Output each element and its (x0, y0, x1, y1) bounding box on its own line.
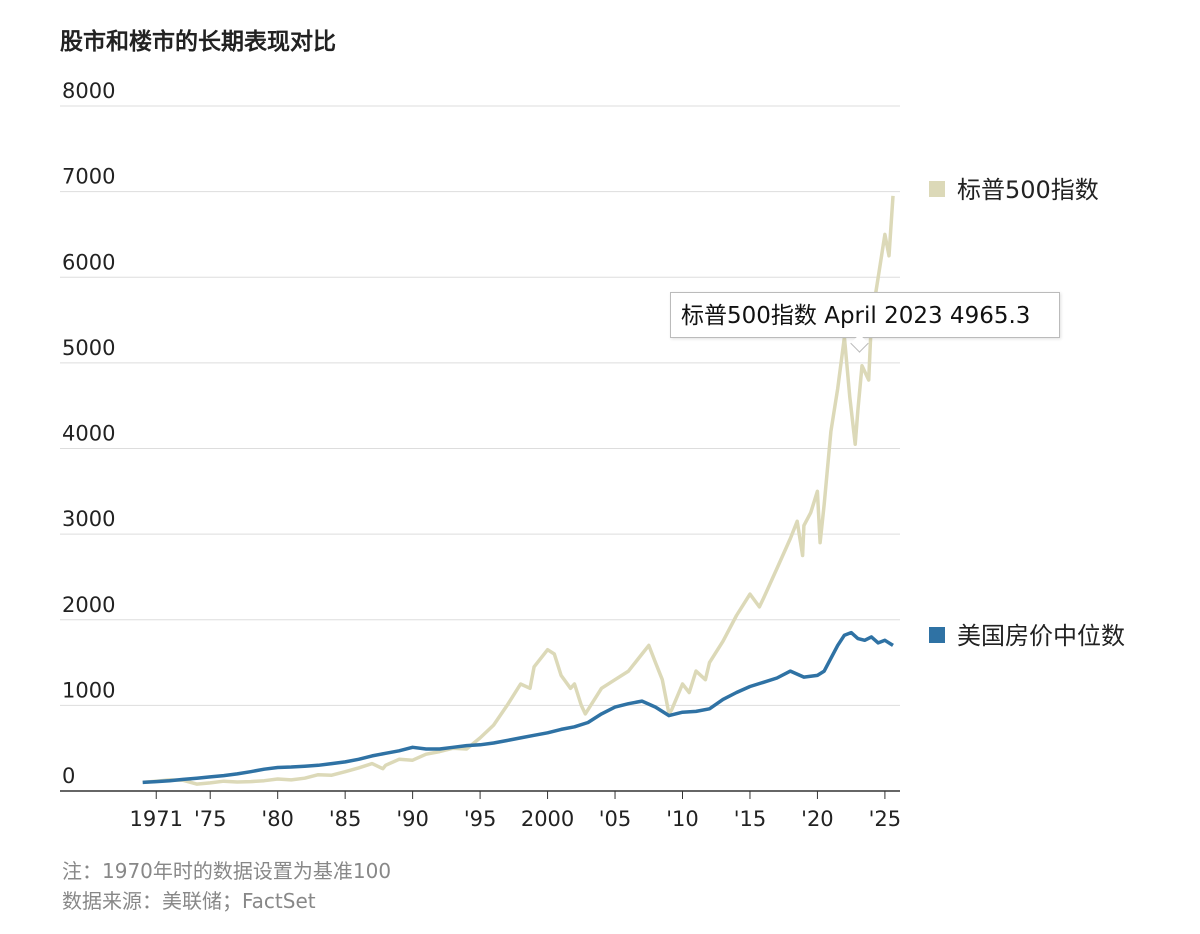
x-tick-label: 2000 (521, 807, 574, 831)
y-tick-label: 1000 (62, 678, 115, 702)
x-tick-label: '15 (734, 807, 767, 831)
y-tick-label: 0 (62, 764, 75, 788)
y-axis-tick-labels: 0 1000 2000 3000 4000 5000 6000 7000 8000 (62, 79, 115, 788)
x-tick-label: '05 (599, 807, 632, 831)
legend-label: 美国房价中位数 (957, 622, 1125, 650)
series-line-0[interactable] (142, 195, 895, 786)
data-tooltip: 标普500指数 April 2023 4965.3 (670, 292, 1060, 338)
legend-swatch (929, 181, 945, 197)
footnote-source: 数据来源：美联储；FactSet (62, 889, 316, 913)
y-tick-label: 2000 (62, 593, 115, 617)
x-tick-label: '80 (261, 807, 294, 831)
chart-title: 股市和楼市的长期表现对比 (60, 29, 336, 55)
y-tick-label: 7000 (62, 165, 115, 189)
y-tick-label: 6000 (62, 250, 115, 274)
x-tick-label: '90 (396, 807, 429, 831)
x-tick-label: '85 (329, 807, 362, 831)
series-lines[interactable] (142, 195, 895, 786)
y-tick-label: 4000 (62, 422, 115, 446)
x-tick-label: '10 (666, 807, 699, 831)
x-tick-label: '25 (869, 807, 902, 831)
y-tick-label: 3000 (62, 507, 115, 531)
series-line-1[interactable] (142, 630, 894, 785)
grid-lines (60, 105, 900, 706)
y-tick-label: 8000 (62, 79, 115, 103)
x-tick-label: '20 (801, 807, 834, 831)
x-tick-label: '95 (464, 807, 497, 831)
footnotes: 注：1970年时的数据设置为基准100 数据来源：美联储；FactSet (62, 856, 391, 916)
legend-label: 标普500指数 (957, 176, 1099, 204)
footnote-baseline: 注：1970年时的数据设置为基准100 (62, 859, 392, 883)
legend-swatch (929, 627, 945, 643)
x-axis-tick-labels: 1971 '75 '80 '85 '90 '95 2000 '05 '10 '15 '20 '25 (130, 791, 902, 831)
x-tick-label: 1971 (130, 807, 183, 831)
x-tick-label: '75 (194, 807, 227, 831)
y-tick-label: 5000 (62, 336, 115, 360)
